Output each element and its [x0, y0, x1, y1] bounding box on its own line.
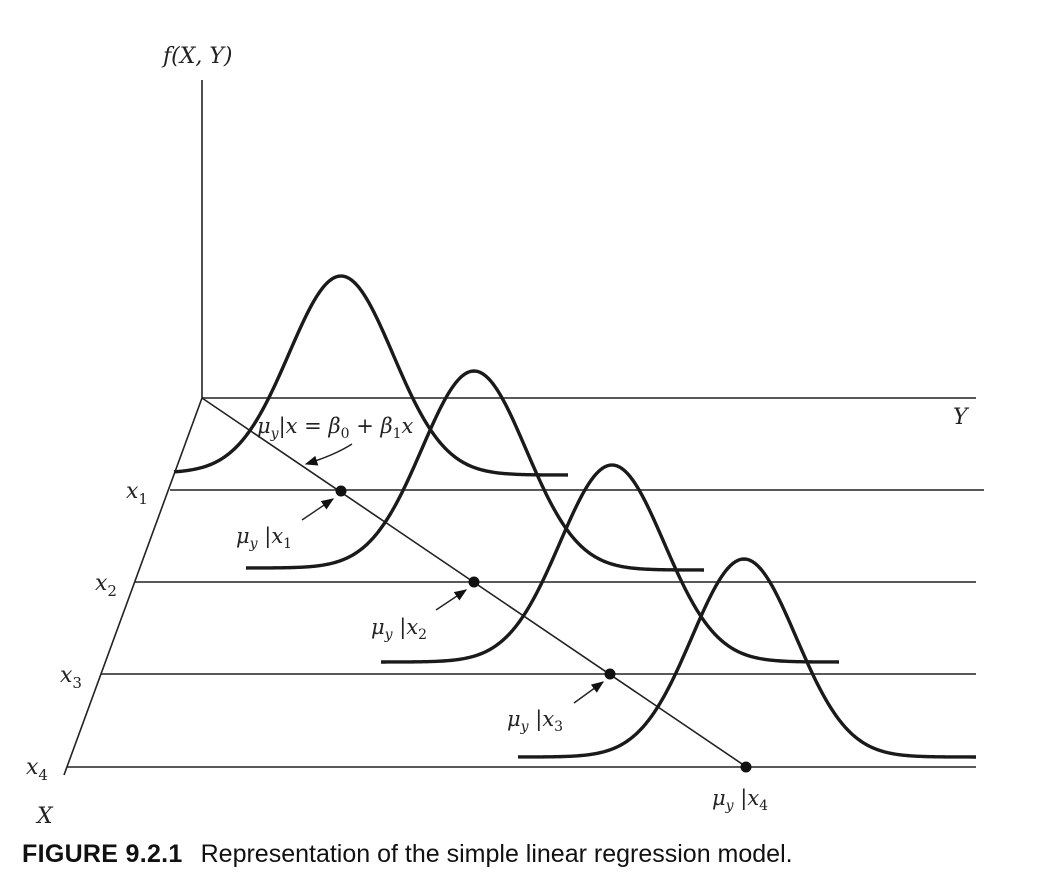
normal-curve-4: [518, 557, 976, 759]
mean-point-4: [740, 761, 752, 773]
figure-caption: FIGURE 9.2.1 Representation of the simple…: [22, 840, 1032, 869]
normal-curves: [173, 274, 976, 759]
normal-curve-3: [381, 463, 840, 664]
regression-equation-label: μy|x = β0 + β1x: [257, 414, 414, 442]
x-level-label-2: x2: [95, 571, 117, 600]
regression-label-arrow: [304, 443, 353, 466]
mean-label-3: μy |x3: [507, 707, 563, 735]
mean-arrow-2: [435, 589, 468, 611]
normal-curve-1: [173, 274, 569, 477]
mean-point-1: [335, 485, 347, 497]
caption-text: Representation of the simple linear regr…: [200, 840, 793, 868]
mean-arrow-3: [573, 681, 605, 704]
mean-arrow-1: [301, 498, 335, 521]
x-axis-label: X: [35, 804, 54, 829]
y-axis-label: Y: [953, 405, 970, 430]
mean-label-1: μy |x1: [236, 524, 292, 552]
x-level-label-1: x1: [126, 479, 148, 508]
vertical-axis-label: f(X, Y): [161, 44, 232, 69]
mean-label-2: μy |x2: [371, 615, 427, 643]
x-axis: [63, 397, 203, 776]
mean-label-4: μy |x4: [712, 786, 768, 814]
mean-point-3: [604, 668, 616, 680]
x-level-label-3: x3: [60, 663, 82, 692]
x-level-label-4: x4: [26, 755, 48, 784]
normal-curve-2: [245, 369, 704, 572]
caption-label: FIGURE 9.2.1: [22, 840, 183, 868]
mean-point-2: [468, 576, 480, 588]
